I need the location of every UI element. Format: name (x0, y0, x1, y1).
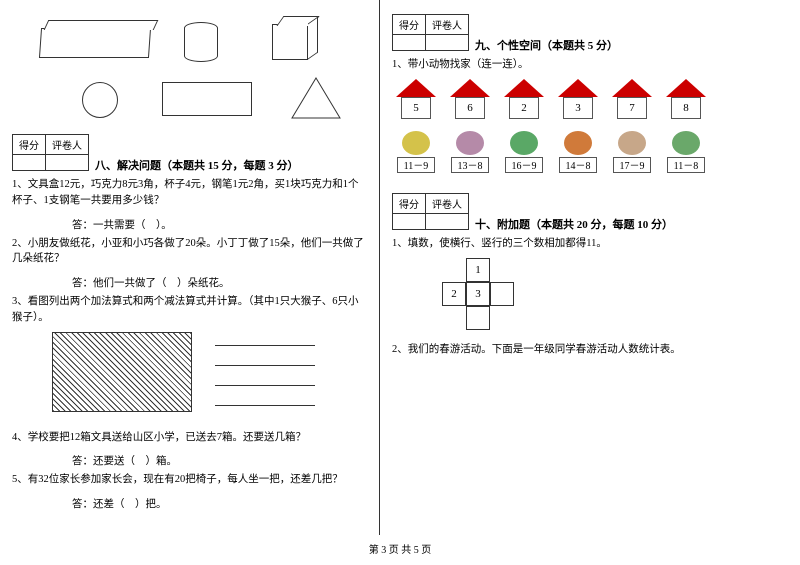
score-box-9: 得分评卷人 (392, 14, 469, 51)
blank-line[interactable] (215, 352, 315, 366)
q8-2: 2、小朋友做纸花，小亚和小巧各做了20朵。小丁丁做了15朵，他们一共做了几朵纸花… (12, 236, 367, 268)
animal: 11－9 (396, 131, 436, 173)
equation-lines (215, 332, 315, 412)
animal-expr: 14－8 (559, 157, 597, 173)
animal-icon (672, 131, 700, 155)
houses-row: 5 6 2 3 7 8 (396, 79, 748, 119)
a8-2: 答：他们一共做了（ ）朵纸花。 (72, 275, 367, 290)
cross-center: 3 (466, 282, 490, 306)
sec8-header: 得分评卷人 八、解决问题（本题共 15 分，每题 3 分） (12, 130, 367, 173)
cross-right[interactable] (490, 282, 514, 306)
cube-side (308, 16, 318, 59)
animal-icon (402, 131, 430, 155)
sec10-header: 得分评卷人 十、附加题（本题共 20 分，每题 10 分） (392, 189, 748, 232)
house: 2 (504, 79, 544, 119)
roof-icon (666, 79, 706, 97)
q8-3: 3、看图列出两个加法算式和两个减法算式并计算。（其中1只大猴子、6只小猴子）。 (12, 294, 367, 326)
score-label: 得分 (393, 15, 426, 35)
q8-4: 4、学校要把12箱文具送给山区小学，已送去7箱。还要送几箱？ (12, 430, 367, 446)
score-label: 得分 (13, 135, 46, 155)
q8-1: 1、文具盒12元，巧克力8元3角，杯子4元，钢笔1元2角，买1块巧克力和1个杯子… (12, 177, 367, 209)
q9-1: 1、带小动物找家（连一连）。 (392, 57, 748, 73)
grader-label: 评卷人 (46, 135, 89, 155)
cross-left: 2 (442, 282, 466, 306)
animal: 17－9 (612, 131, 652, 173)
cylinder-shape (184, 22, 218, 62)
q10-1: 1、填数，使横行、竖行的三个数相加都得11。 (392, 236, 748, 252)
q10-2: 2、我们的春游活动。下面是一年级同学春游活动人数统计表。 (392, 342, 748, 358)
roof-icon (558, 79, 598, 97)
cuboid-top (44, 20, 159, 30)
score-box-10: 得分评卷人 (392, 193, 469, 230)
house-number: 5 (401, 97, 431, 119)
score-cell[interactable] (13, 155, 46, 171)
house-number: 2 (509, 97, 539, 119)
animals-row: 11－9 13－8 16－9 14－8 17－9 11－8 (396, 131, 748, 173)
animal-expr: 17－9 (613, 157, 651, 173)
animal: 16－9 (504, 131, 544, 173)
animal-icon (564, 131, 592, 155)
grader-cell[interactable] (426, 213, 469, 229)
blank-line[interactable] (215, 392, 315, 406)
animal-expr: 11－9 (397, 157, 435, 173)
section-9-title: 九、个性空间（本题共 5 分） (475, 37, 618, 53)
triangle-outline (290, 76, 342, 120)
grader-label: 评卷人 (426, 193, 469, 213)
right-column: 得分评卷人 九、个性空间（本题共 5 分） 1、带小动物找家（连一连）。 5 6… (380, 0, 760, 535)
house-number: 7 (617, 97, 647, 119)
house: 7 (612, 79, 652, 119)
roof-icon (396, 79, 436, 97)
house: 5 (396, 79, 436, 119)
q8-5: 5、有32位家长参加家长会，现在有20把椅子，每人坐一把，还差几把？ (12, 472, 367, 488)
animal: 14－8 (558, 131, 598, 173)
shapes-area (12, 10, 367, 130)
score-box-8: 得分评卷人 (12, 134, 89, 171)
house: 6 (450, 79, 490, 119)
animal-expr: 16－9 (505, 157, 543, 173)
animal-expr: 13－8 (451, 157, 489, 173)
monkey-illustration (52, 332, 192, 412)
score-label: 得分 (393, 193, 426, 213)
rectangle-shape (162, 82, 252, 116)
grader-label: 评卷人 (426, 15, 469, 35)
blank-line[interactable] (215, 332, 315, 346)
page: 得分评卷人 八、解决问题（本题共 15 分，每题 3 分） 1、文具盒12元，巧… (0, 0, 800, 535)
house-number: 6 (455, 97, 485, 119)
cross-puzzle: 1 2 3 (442, 258, 514, 330)
a8-4: 答：还要送（ ）箱。 (72, 453, 367, 468)
score-cell[interactable] (393, 35, 426, 51)
animal-icon (510, 131, 538, 155)
roof-icon (450, 79, 490, 97)
house-number: 3 (563, 97, 593, 119)
roof-icon (612, 79, 652, 97)
section-10-title: 十、附加题（本题共 20 分，每题 10 分） (475, 216, 673, 232)
left-column: 得分评卷人 八、解决问题（本题共 15 分，每题 3 分） 1、文具盒12元，巧… (0, 0, 380, 535)
grader-cell[interactable] (426, 35, 469, 51)
cuboid-shape (39, 28, 151, 58)
animal-expr: 11－8 (667, 157, 705, 173)
animal: 11－8 (666, 131, 706, 173)
animal-icon (618, 131, 646, 155)
section-8-title: 八、解决问题（本题共 15 分，每题 3 分） (95, 157, 299, 173)
q8-3-figure (52, 332, 367, 412)
roof-icon (504, 79, 544, 97)
cube-shape (272, 24, 308, 60)
cross-top: 1 (466, 258, 490, 282)
blank-line[interactable] (215, 372, 315, 386)
a8-1: 答：一共需要（ ）。 (72, 217, 367, 232)
cross-bottom[interactable] (466, 306, 490, 330)
grader-cell[interactable] (46, 155, 89, 171)
house: 3 (558, 79, 598, 119)
a8-5: 答：还差（ ）把。 (72, 496, 367, 511)
page-footer: 第 3 页 共 5 页 (0, 535, 800, 562)
animal-icon (456, 131, 484, 155)
circle-shape (82, 82, 118, 118)
house-number: 8 (671, 97, 701, 119)
animal: 13－8 (450, 131, 490, 173)
score-cell[interactable] (393, 213, 426, 229)
sec9-header: 得分评卷人 九、个性空间（本题共 5 分） (392, 10, 748, 53)
house: 8 (666, 79, 706, 119)
